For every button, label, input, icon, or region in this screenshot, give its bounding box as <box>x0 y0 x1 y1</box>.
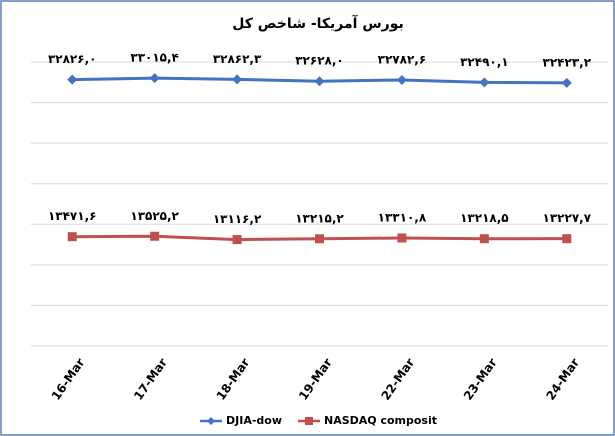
legend-marker <box>207 417 215 425</box>
point-marker <box>315 234 324 244</box>
point-marker <box>67 232 77 242</box>
point-marker <box>397 233 407 243</box>
data-label: ۳۲۴۹۰,۱ <box>460 55 509 69</box>
data-label: ۱۳۲۲۷,۷ <box>543 211 592 225</box>
point-marker <box>479 77 490 88</box>
legend-label: NASDAQ composit <box>324 414 437 427</box>
data-label: ۳۲۷۸۲,۶ <box>378 52 427 66</box>
point-marker <box>314 76 325 87</box>
point-marker <box>232 235 242 245</box>
point-marker <box>149 73 160 84</box>
data-label: ۳۲۶۲۸,۰ <box>295 54 344 68</box>
data-label: ۳۳۰۱۵,۴ <box>130 51 179 65</box>
legend-label: DJIA-dow <box>226 414 282 427</box>
point-marker <box>479 234 489 244</box>
data-label: ۳۲۸۲۶,۰ <box>48 52 97 66</box>
data-label: ۱۳۵۲۵,۲ <box>130 209 179 223</box>
legend-marker <box>305 417 313 425</box>
point-marker <box>150 231 160 241</box>
data-label: ۱۳۲۱۵,۲ <box>295 211 344 225</box>
data-label: ۳۲۴۲۳,۲ <box>543 55 592 69</box>
data-label: ۱۳۲۱۸,۵ <box>460 211 509 225</box>
data-label: ۱۳۳۱۰,۸ <box>378 210 427 224</box>
point-marker <box>562 234 572 244</box>
data-label: ۳۲۸۶۲,۳ <box>213 52 262 66</box>
point-marker <box>561 77 572 88</box>
point-marker <box>67 74 78 85</box>
data-label: ۱۳۴۷۱,۶ <box>48 209 97 223</box>
point-marker <box>232 74 243 85</box>
data-label: ۱۳۱۱۶,۲ <box>213 212 262 226</box>
chart-title: بورس آمریکا- شاخص کل <box>232 14 404 32</box>
point-marker <box>396 74 407 85</box>
